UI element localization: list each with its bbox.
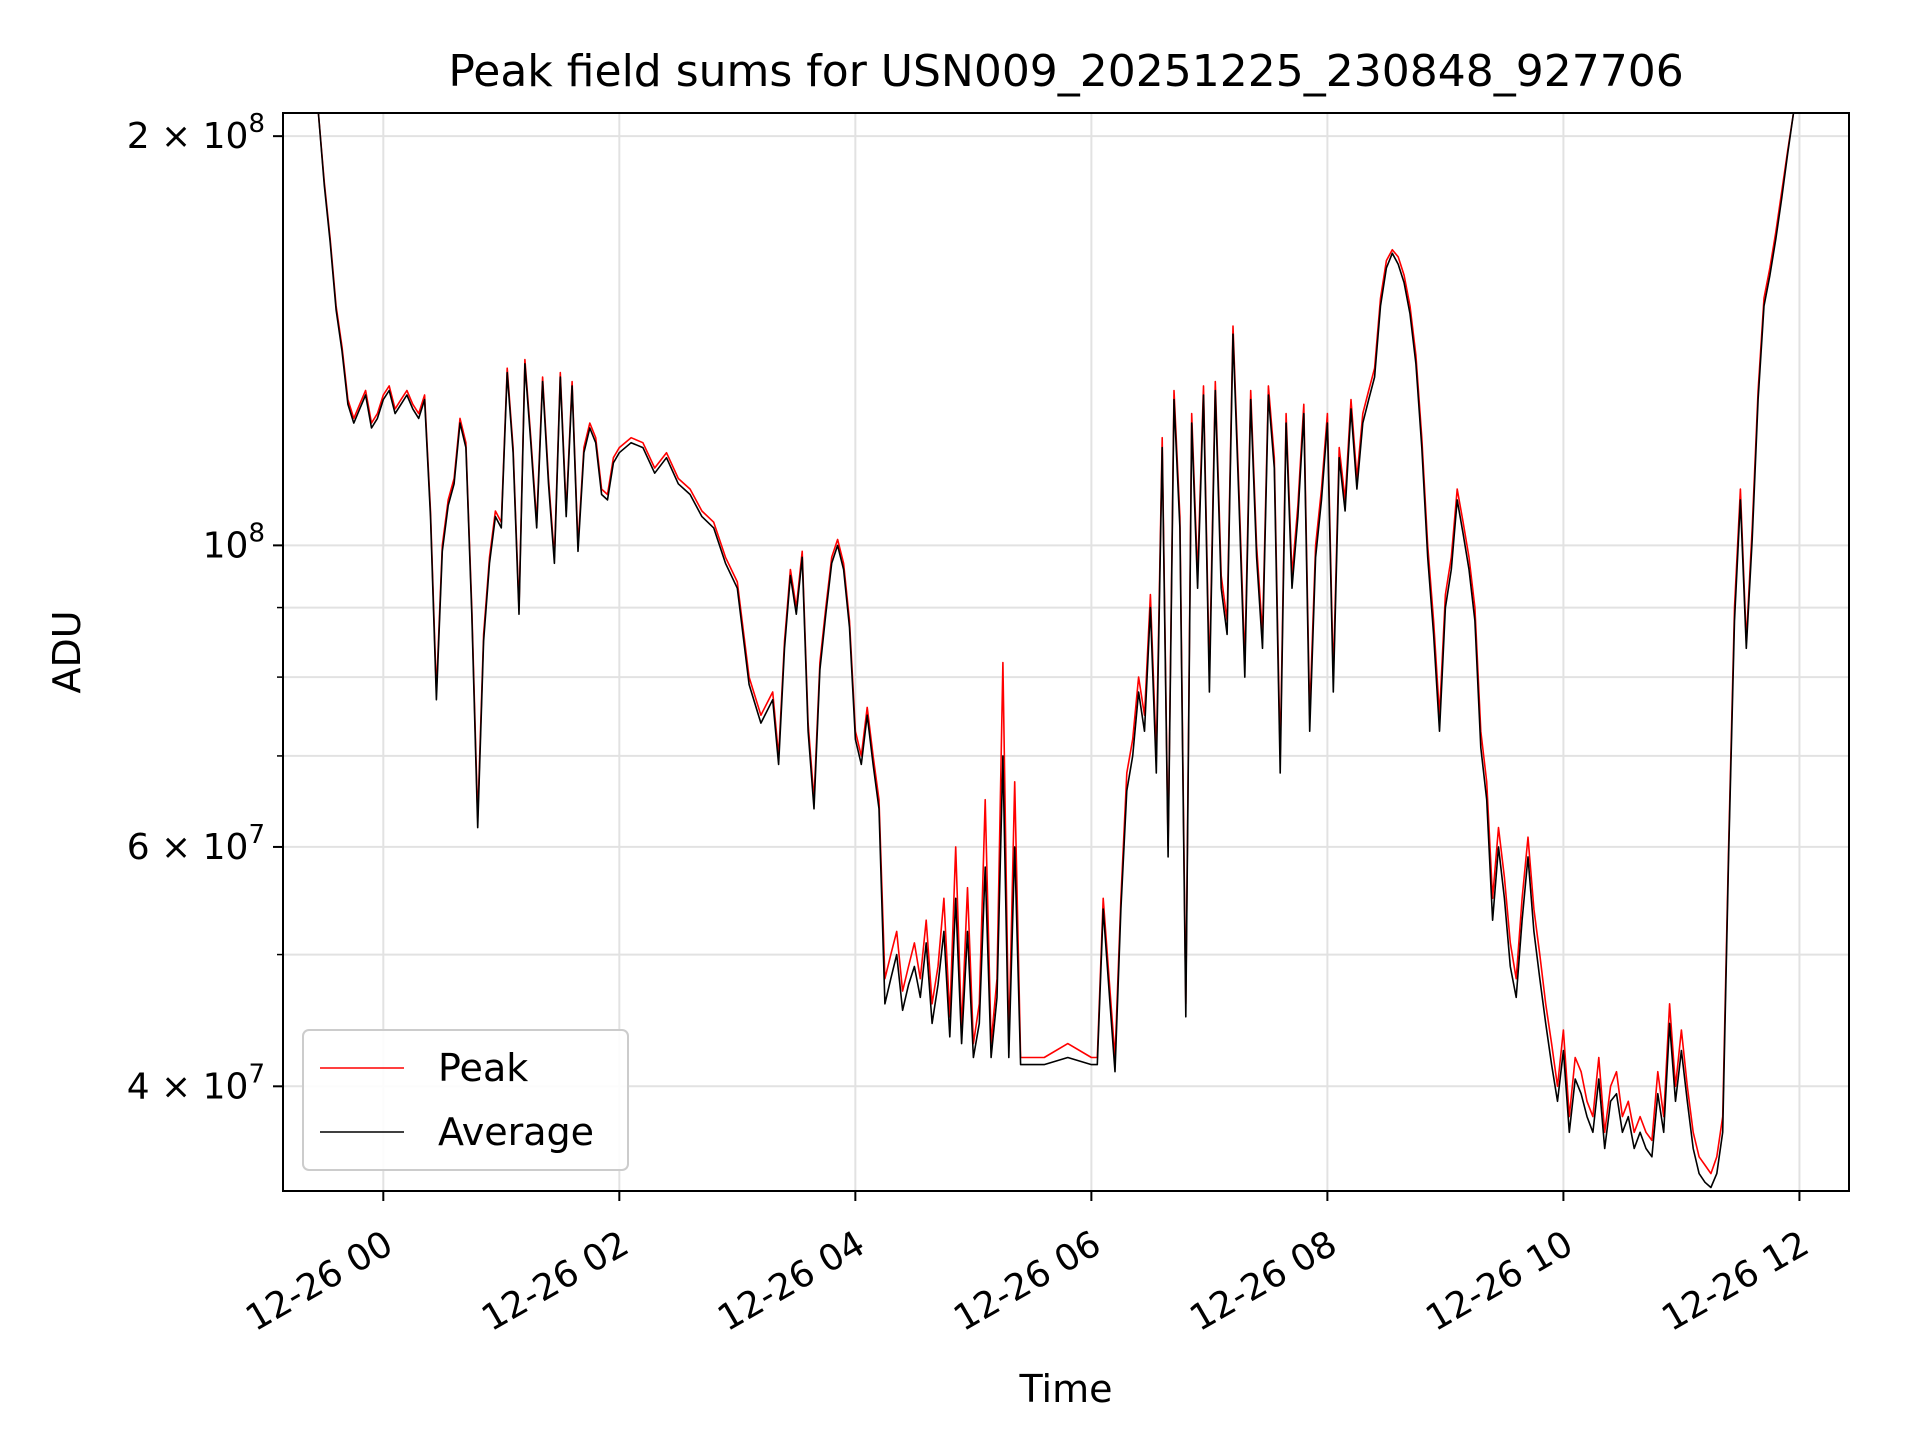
legend-average-label: Average <box>438 1110 594 1154</box>
series-line-average <box>283 113 1800 1189</box>
legend-box <box>302 1029 629 1171</box>
chart-title: Peak field sums for USN009_20251225_2308… <box>448 46 1683 97</box>
legend-peak-label: Peak <box>438 1046 528 1090</box>
x-axis-label: Time <box>1019 1367 1113 1411</box>
y-tick-label: 2 × 108 <box>127 109 265 157</box>
y-tick-label: 4 × 107 <box>127 1059 265 1107</box>
y-tick-label: 108 <box>203 518 265 566</box>
plot-area-frame <box>282 112 1850 1192</box>
y-axis-ticks: 2 × 108 108 6 × 107 4 × 107 <box>127 109 283 1107</box>
series-layer <box>283 113 1800 1189</box>
legend: Peak Average <box>302 1029 629 1171</box>
y-tick-label: 6 × 107 <box>127 820 265 868</box>
y-axis-label: ADU <box>45 610 89 693</box>
